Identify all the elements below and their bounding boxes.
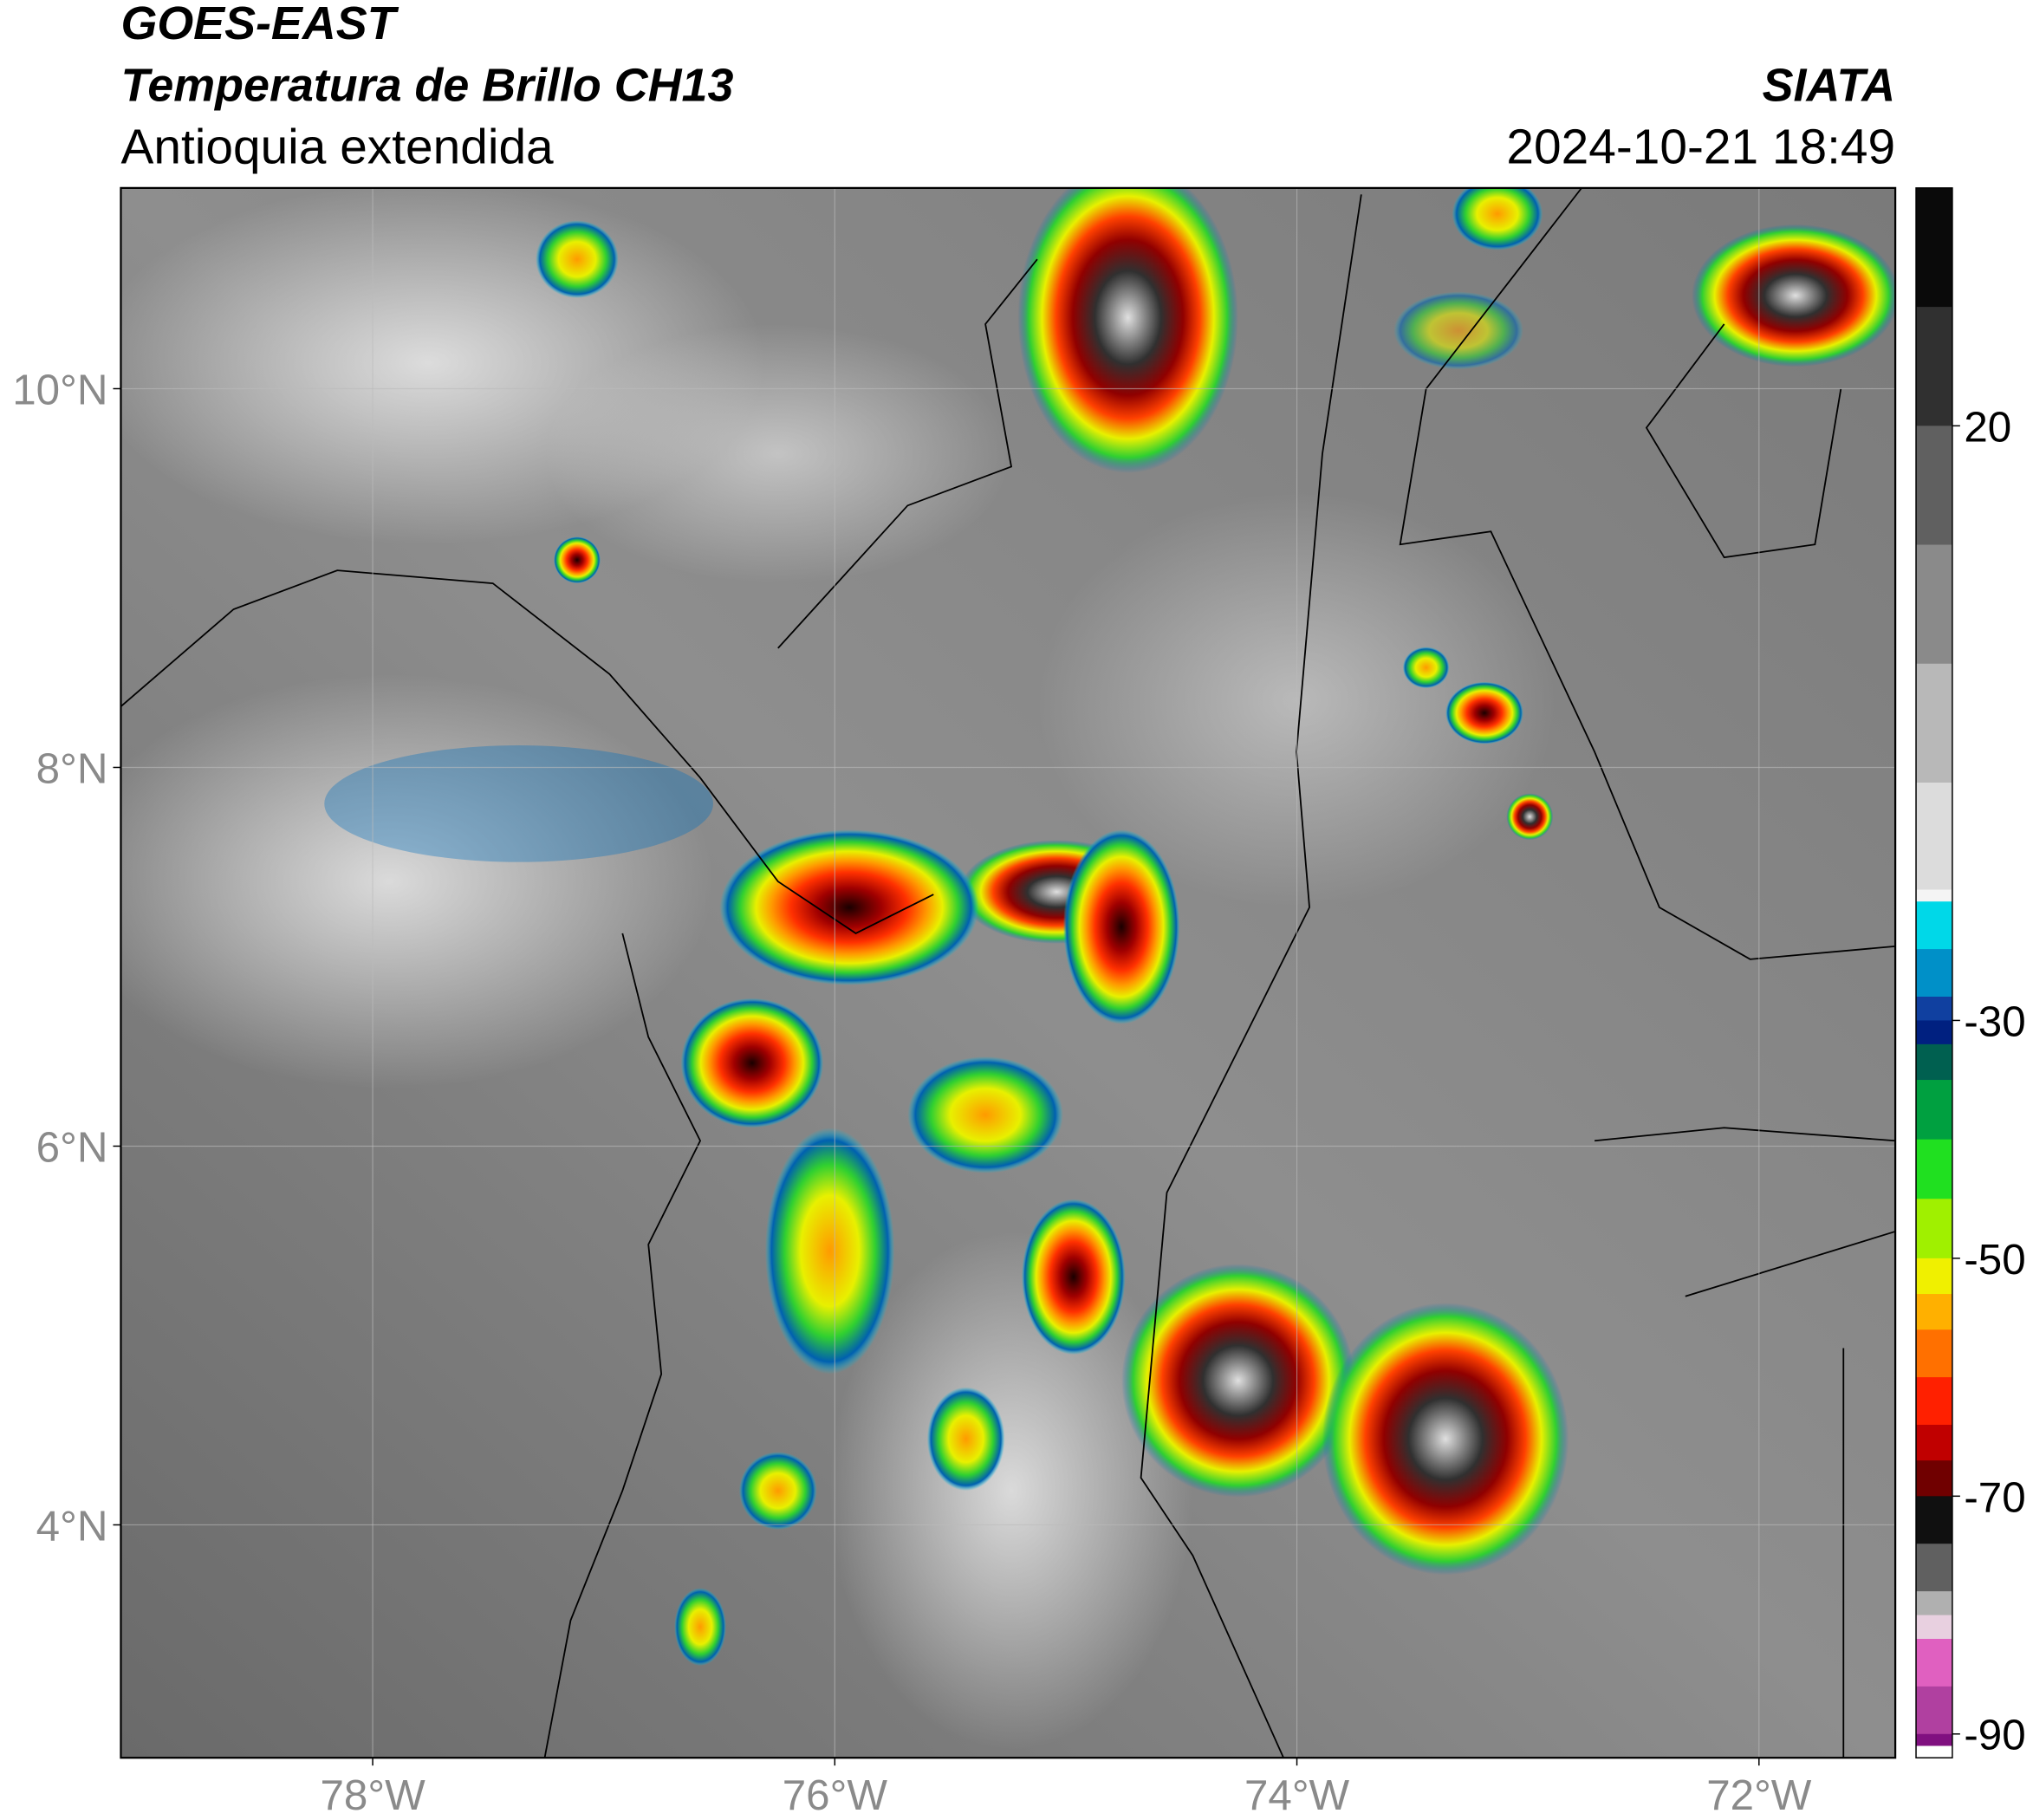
border <box>1595 1127 1896 1758</box>
storm <box>926 1387 1005 1492</box>
y-tick-label: 4°N <box>36 1502 108 1550</box>
colorbar-segment <box>1916 996 1952 1022</box>
colorbar-segment <box>1916 1294 1952 1330</box>
y-tick-label: 6°N <box>36 1123 108 1171</box>
x-tick-label: 72°W <box>1706 1771 1812 1819</box>
colorbar-segment <box>1916 782 1952 891</box>
storm <box>536 220 619 299</box>
storm <box>1017 187 1238 473</box>
storm <box>1322 1303 1569 1576</box>
imagery <box>120 187 1896 1758</box>
y-tick-label: 10°N <box>12 366 107 413</box>
colorbar-segment <box>1916 1733 1952 1747</box>
colorbar-frame <box>1915 187 1953 1758</box>
storm <box>1506 793 1554 841</box>
storm <box>764 1128 895 1375</box>
colorbar-segment <box>1916 1745 1952 1758</box>
colorbar-segment <box>1916 1139 1952 1200</box>
storm <box>674 1588 726 1667</box>
map-frame <box>120 186 1897 1759</box>
storm <box>1445 681 1523 744</box>
storm <box>907 1056 1063 1173</box>
colorbar-segment <box>1916 1258 1952 1295</box>
colorbar-segment <box>1916 1615 1952 1640</box>
colorbar-segment <box>1916 544 1952 665</box>
storm <box>719 829 979 985</box>
colorbar-segment <box>1916 307 1952 427</box>
colorbar-segment <box>1916 1199 1952 1259</box>
storm <box>1452 187 1543 250</box>
colorbar-segment <box>1916 1496 1952 1544</box>
colorbar-segment <box>1916 1329 1952 1378</box>
colorbar-segment <box>1916 663 1952 783</box>
storm <box>680 998 824 1128</box>
timestamp: 2024-10-21 18:49 <box>1506 120 1895 174</box>
grid <box>120 187 1896 1758</box>
colorbar-segment <box>1916 1544 1952 1592</box>
agency: SIATA <box>1763 60 1896 112</box>
colorbar-segment <box>1916 1043 1952 1081</box>
colorbar-segment <box>1916 1080 1952 1141</box>
coastline <box>543 933 702 1758</box>
colorbar-tick-label: -90 <box>1964 1712 2025 1759</box>
cloud <box>829 1231 1193 1751</box>
x-tick-label: 76°W <box>783 1771 888 1819</box>
storm <box>1692 224 1896 367</box>
title: GOES-EAST <box>120 0 399 49</box>
border <box>1399 187 1896 960</box>
cloud <box>544 323 1012 584</box>
colorbar-segment <box>1916 187 1952 308</box>
storm <box>1393 291 1523 370</box>
colorbar-tick-label: -50 <box>1964 1236 2025 1284</box>
border <box>1140 194 1362 1758</box>
storm <box>1402 647 1450 689</box>
colorbar-segment <box>1916 1686 1952 1735</box>
border <box>120 569 934 934</box>
storm <box>554 536 601 584</box>
colorbar-tick-label: -30 <box>1964 998 2025 1045</box>
coastline <box>1645 323 1842 559</box>
colorbar: 20 -30 -50 -70 -90 <box>1915 187 2026 1759</box>
storm <box>738 1452 817 1530</box>
cloud <box>120 673 713 1089</box>
colorbar-segment <box>1916 1460 1952 1498</box>
subtitle: Temperatura de Brillo CH13 <box>120 60 733 112</box>
colorbar-segment <box>1916 1591 1952 1616</box>
colorbar-segment <box>1916 1638 1952 1687</box>
region: Antioquia extendida <box>120 120 554 174</box>
colorbar-segment <box>1916 1020 1952 1045</box>
colorbar-tick-label: -70 <box>1964 1473 2025 1521</box>
colorbar-segment <box>1916 901 1952 950</box>
colorbar-segment <box>1916 1424 1952 1461</box>
colorbar-segment <box>1916 889 1952 902</box>
colorbar-tick-label: 20 <box>1964 403 2011 451</box>
storm <box>1021 1199 1126 1355</box>
colorbar-segment <box>1916 426 1952 546</box>
coastline <box>777 258 1038 649</box>
colorbar-segment <box>1916 1377 1952 1426</box>
colorbar-segment <box>1916 949 1952 998</box>
x-tick-label: 78°W <box>320 1771 425 1819</box>
y-tick-label: 8°N <box>36 744 108 792</box>
x-tick-label: 74°W <box>1244 1771 1350 1819</box>
storm <box>324 745 713 862</box>
borders <box>120 187 1896 1758</box>
storm <box>1062 829 1180 1024</box>
